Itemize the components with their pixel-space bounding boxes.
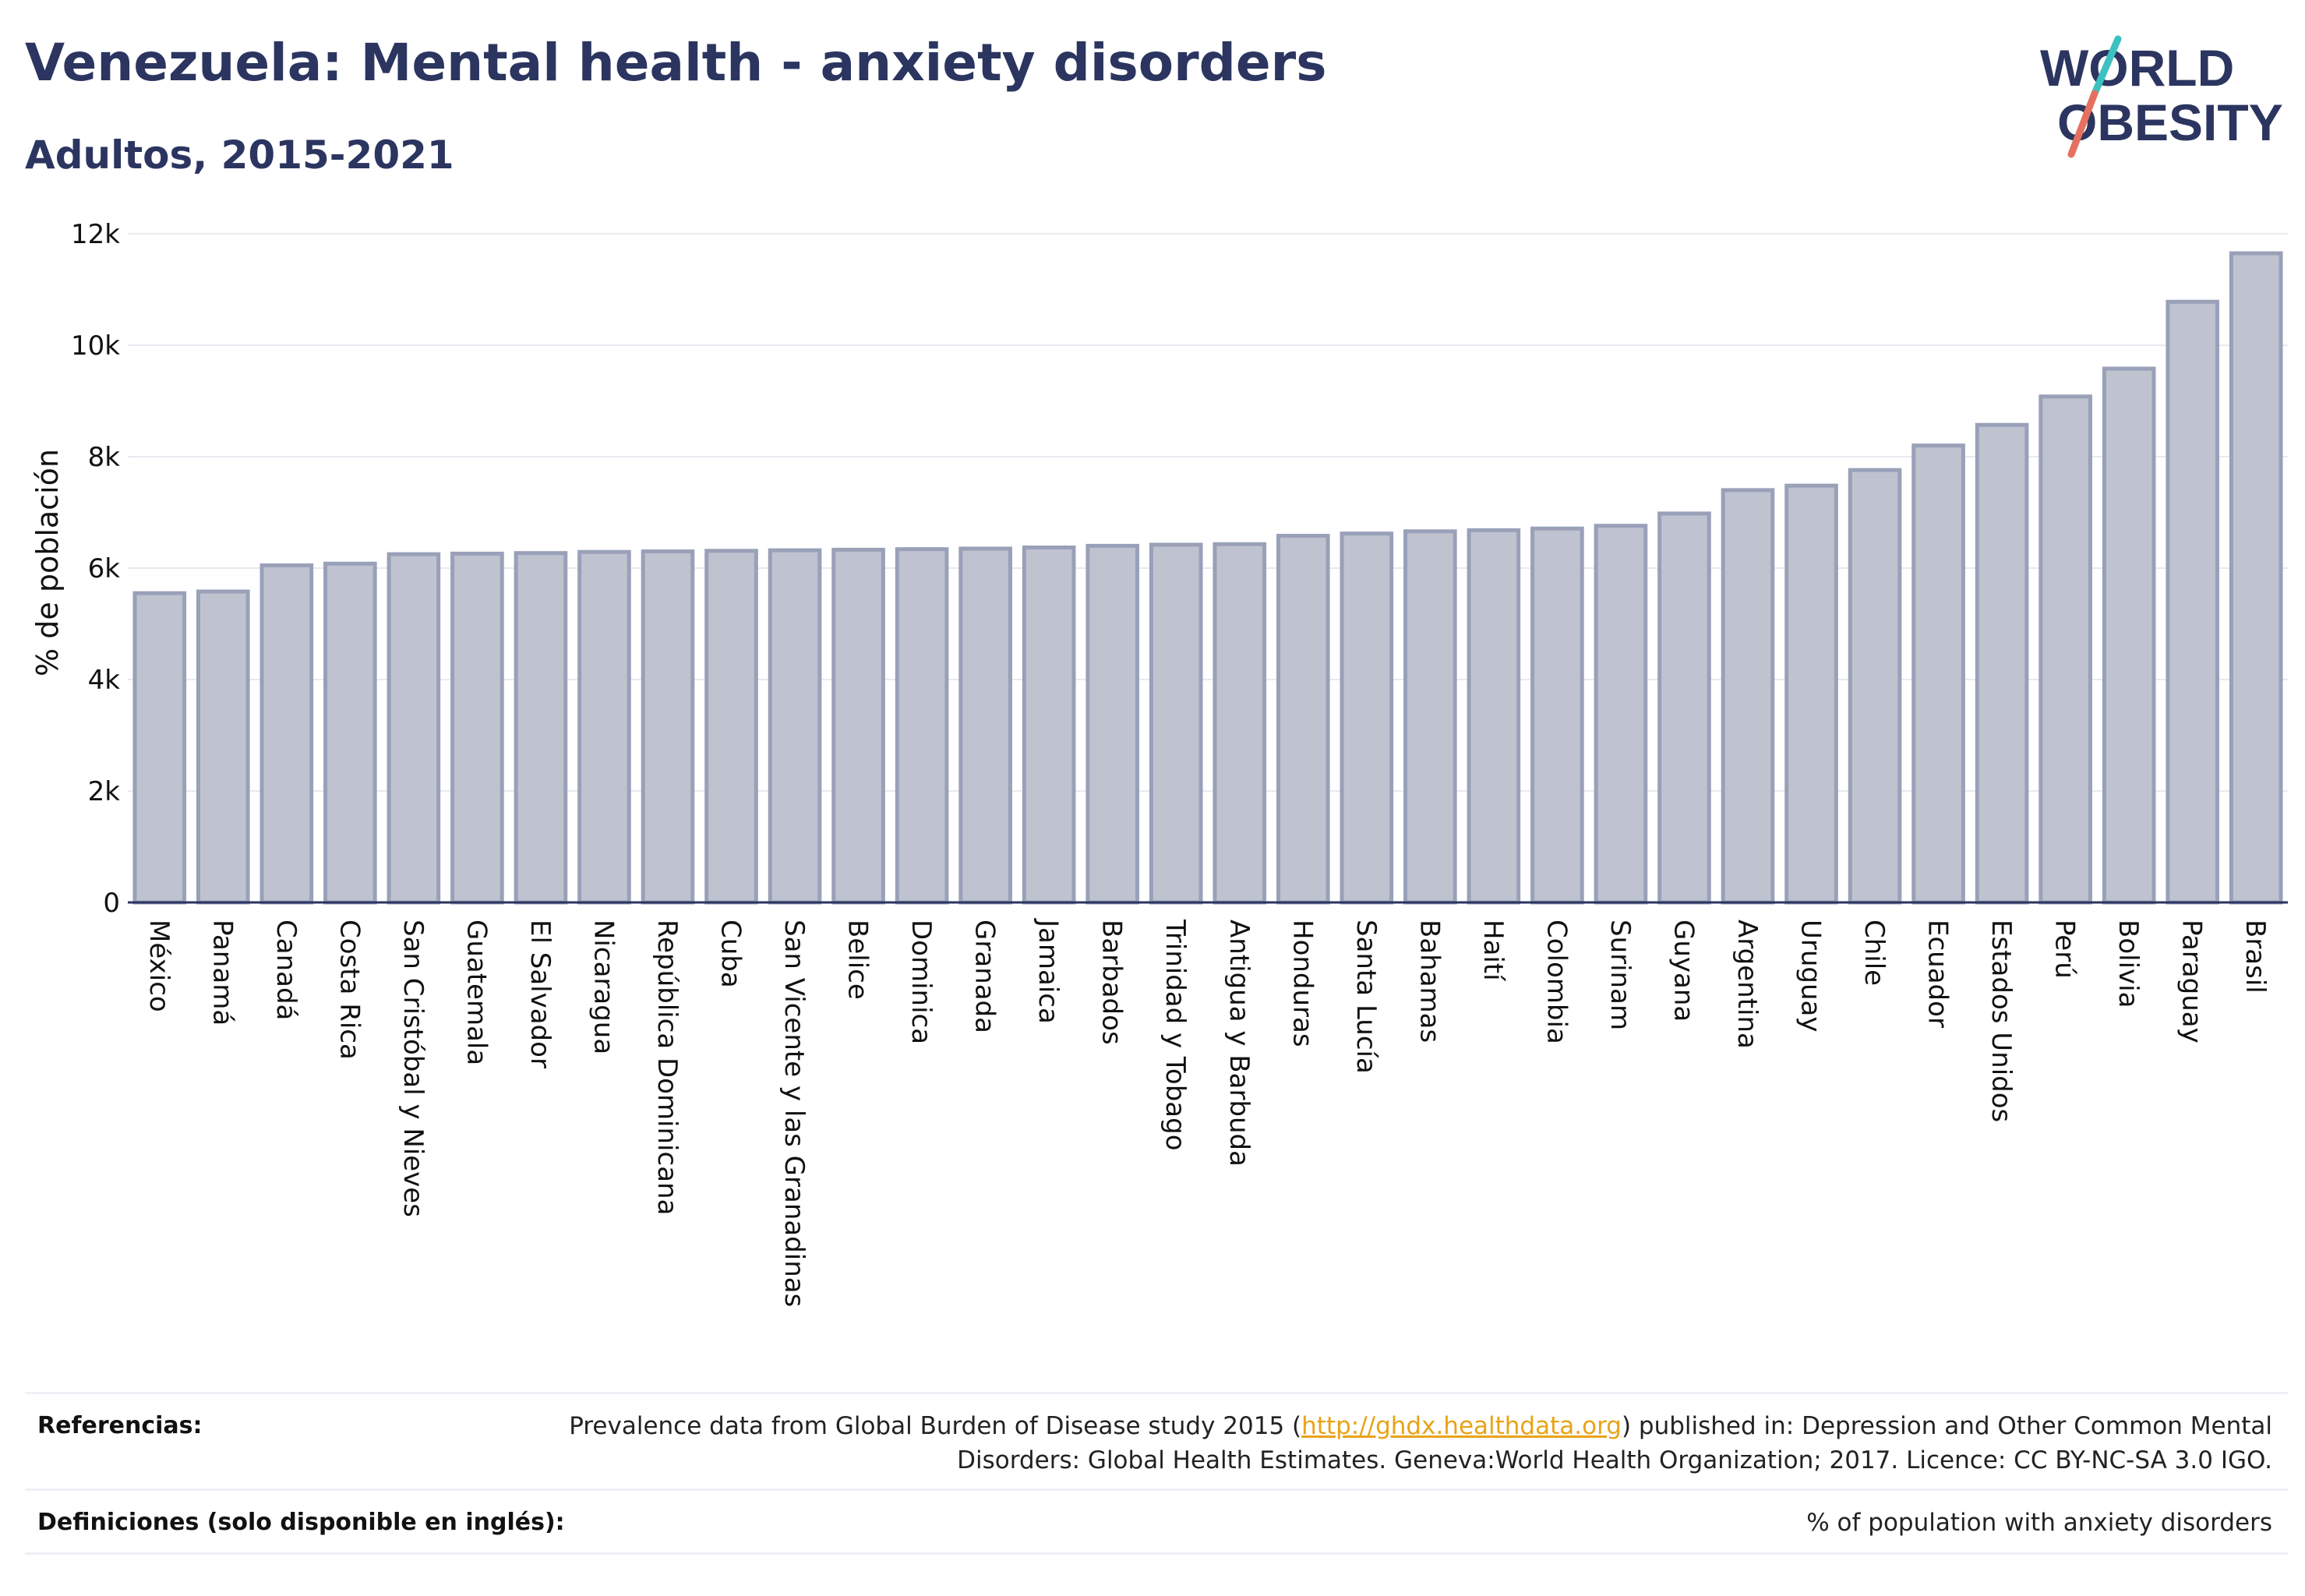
bar	[1784, 483, 1838, 905]
bar	[1530, 526, 1584, 905]
bar	[641, 549, 695, 905]
bar	[1085, 543, 1140, 905]
y-tick-labels: 0 2k 4k 6k 8k 10k 12k	[71, 219, 120, 919]
x-tick-label: Santa Lucía	[1350, 920, 1382, 1074]
bar	[1975, 422, 2029, 905]
page-subtitle: Adultos, 2015-2021	[25, 132, 454, 178]
logo-slash-teal	[2091, 35, 2122, 97]
bar	[2038, 394, 2092, 905]
page-title: Venezuela: Mental health - anxiety disor…	[25, 33, 1327, 93]
footer-divider-mid	[25, 1488, 2288, 1491]
x-tick-label: Haití	[1477, 920, 1509, 982]
x-tick-label: Bahamas	[1414, 920, 1445, 1043]
bar	[450, 551, 504, 905]
x-tick-label: Uruguay	[1795, 920, 1827, 1033]
bar	[2229, 251, 2283, 905]
x-tick-label: Perú	[2049, 920, 2081, 979]
bar	[2102, 366, 2156, 905]
bar	[958, 546, 1012, 905]
bar	[1467, 528, 1521, 905]
x-tick-label: Panamá	[206, 920, 238, 1026]
definitions-label: Definiciones (solo disponible en inglés)…	[37, 1509, 565, 1536]
bar	[895, 547, 949, 905]
x-tick-label: Barbados	[1096, 920, 1128, 1045]
footer-divider-bottom	[25, 1552, 2288, 1555]
x-tick-label: San Cristóbal y Nieves	[397, 920, 429, 1217]
bar	[1721, 488, 1775, 905]
bar	[704, 549, 758, 905]
x-tick-label: República Dominicana	[651, 920, 683, 1215]
x-tick-label: Belice	[842, 920, 874, 1000]
x-tick-label: Bolivia	[2113, 920, 2144, 1008]
y-tick-label: 8k	[88, 442, 121, 473]
bar	[132, 591, 187, 905]
x-tick-label: Guyana	[1668, 920, 1699, 1022]
logo-line1: WORLD	[2040, 39, 2234, 97]
bar	[831, 547, 885, 905]
x-tick-label: Chile	[1858, 920, 1890, 986]
bar	[768, 548, 822, 905]
x-tick-label: Guatemala	[461, 920, 492, 1065]
x-tick-label: El Salvador	[524, 920, 556, 1068]
bar	[1276, 534, 1330, 905]
bar	[1403, 529, 1457, 905]
references-link[interactable]: http://ghdx.healthdata.org	[1301, 1412, 1622, 1440]
x-tick-label: Trinidad y Tobago	[1160, 919, 1191, 1151]
bar	[1213, 542, 1267, 905]
logo-line2: OBESITY	[2057, 94, 2283, 151]
x-tick-label: Surinam	[1604, 920, 1636, 1030]
x-tick-label: Granada	[969, 920, 1001, 1033]
x-tick-label: Paraguay	[2176, 920, 2208, 1043]
bar	[1848, 468, 1902, 905]
bars	[128, 251, 2288, 905]
x-tick-label: Brasil	[2240, 920, 2271, 994]
y-tick-label: 6k	[88, 553, 121, 584]
y-tick-label: 12k	[71, 219, 120, 250]
x-tick-label: Colombia	[1541, 920, 1572, 1044]
bar	[1911, 443, 1965, 905]
references-text: Prevalence data from Global Burden of Di…	[480, 1409, 2272, 1478]
x-tick-label: Nicaragua	[588, 920, 619, 1054]
bar	[1657, 511, 1711, 905]
x-tick-label: Estados Unidos	[1986, 920, 2017, 1122]
x-tick-label: Argentina	[1731, 920, 1763, 1049]
x-tick-label: San Vicente y las Granadinas	[778, 920, 810, 1307]
x-tick-label: Cuba	[715, 920, 747, 988]
bar	[1022, 546, 1076, 905]
bar	[514, 551, 568, 905]
bar	[2166, 299, 2220, 905]
references-pre: Prevalence data from Global Burden of Di…	[569, 1412, 1302, 1440]
bar	[577, 549, 631, 905]
bar	[323, 561, 377, 905]
x-tick-label: Dominica	[905, 920, 937, 1044]
footer-divider-top	[25, 1392, 2288, 1394]
y-axis-label: % de población	[30, 449, 65, 676]
y-tick-label: 10k	[71, 330, 120, 362]
y-tick-label: 0	[103, 888, 120, 919]
bar	[1594, 524, 1648, 905]
logo-slash-coral	[2067, 90, 2099, 158]
bar	[259, 563, 314, 905]
definitions-text: % of population with anxiety disorders	[1806, 1509, 2272, 1537]
bar-chart: 0 2k 4k 6k 8k 10k 12k México Panamá Canadá Costa …	[30, 219, 2288, 1307]
bar	[1340, 531, 1394, 905]
world-obesity-logo: WORLD OBESITY	[2040, 35, 2283, 158]
bar	[387, 552, 441, 905]
y-tick-label: 4k	[88, 665, 121, 696]
x-tick-label: Honduras	[1287, 920, 1318, 1047]
x-tick-label: Ecuador	[1922, 920, 1954, 1028]
bar	[1149, 542, 1203, 905]
x-tick-label: Costa Rica	[334, 920, 365, 1060]
x-tick-label: Jamaica	[1032, 918, 1064, 1024]
references-post: ) published in: Depression and Other Com…	[957, 1412, 2272, 1474]
x-tick-labels: México Panamá Canadá Costa Rica San Cristóba…	[143, 918, 2271, 1307]
x-tick-label: México	[143, 920, 175, 1012]
references-label: Referencias:	[37, 1412, 203, 1439]
bar	[196, 589, 250, 905]
y-tick-label: 2k	[88, 776, 121, 807]
x-tick-label: Canadá	[270, 920, 302, 1020]
x-tick-label: Antigua y Barbuda	[1223, 920, 1255, 1167]
